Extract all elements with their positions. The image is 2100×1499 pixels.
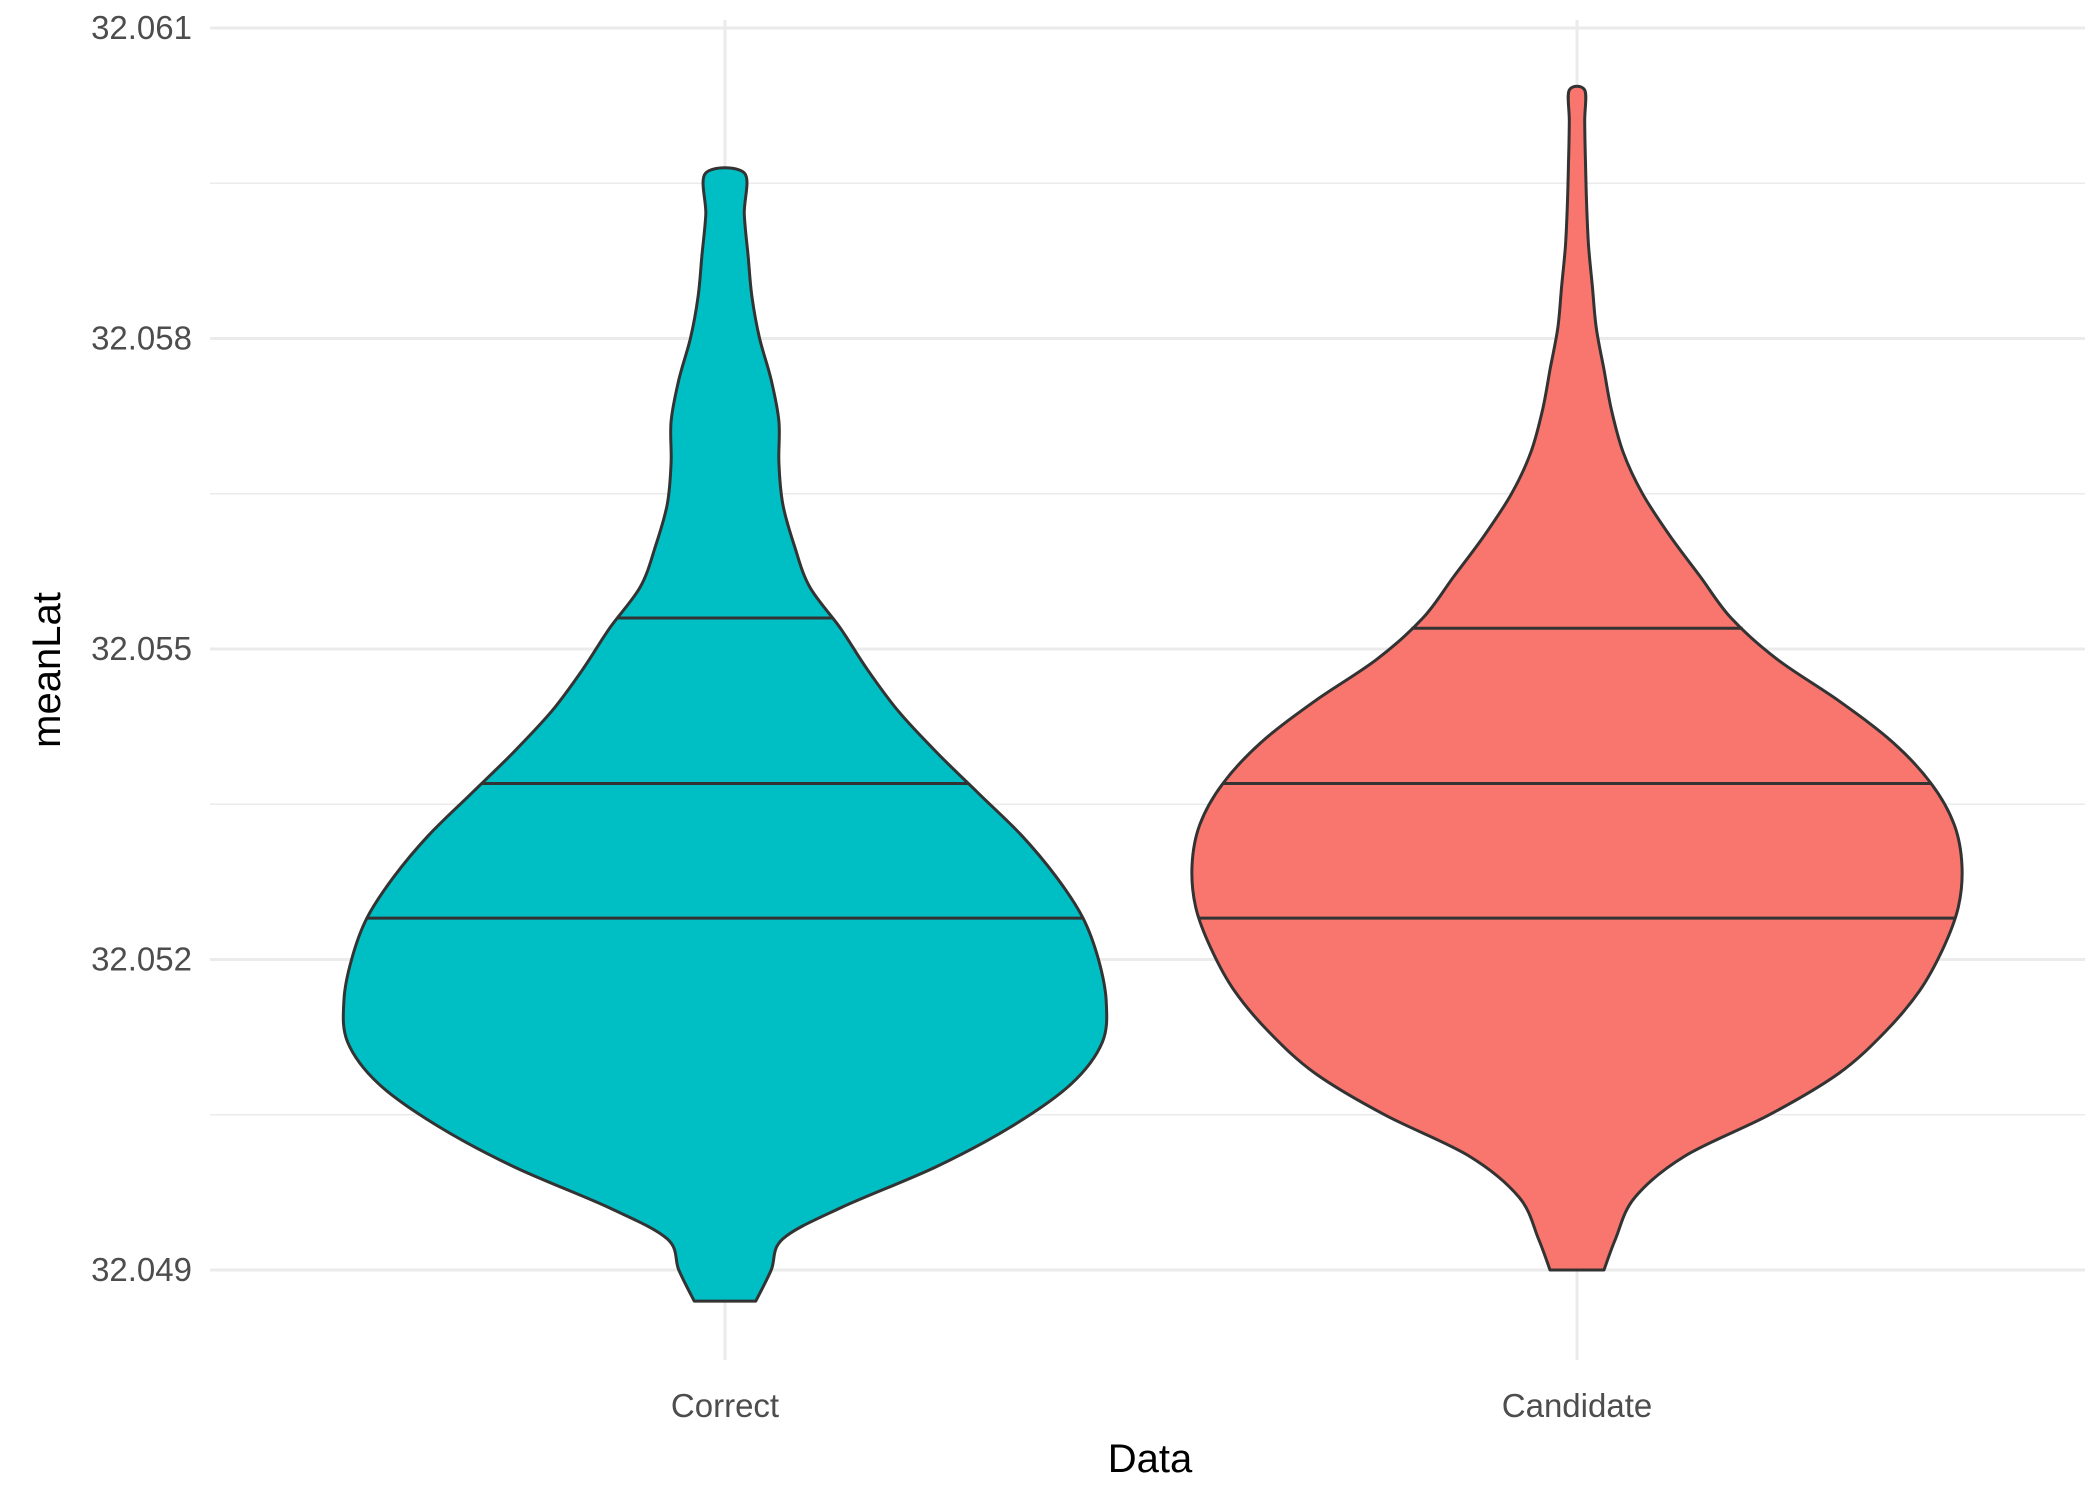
y-tick-label: 32.052 xyxy=(91,941,192,978)
y-axis-title: meanLat xyxy=(25,592,69,748)
x-axis-tick-labels: Correct Candidate xyxy=(671,1387,1652,1424)
x-axis-title: Data xyxy=(1108,1437,1193,1481)
y-axis-tick-labels: 32.049 32.052 32.055 32.058 32.061 xyxy=(91,9,192,1288)
violins xyxy=(341,84,1964,1303)
y-tick-label: 32.061 xyxy=(91,9,192,46)
x-tick-label: Correct xyxy=(671,1387,779,1424)
violin-candidate xyxy=(1190,84,1964,1272)
y-tick-label: 32.049 xyxy=(91,1251,192,1288)
x-tick-label: Candidate xyxy=(1502,1387,1652,1424)
y-tick-label: 32.055 xyxy=(91,630,192,667)
y-tick-label: 32.058 xyxy=(91,320,192,357)
violin-correct xyxy=(341,166,1109,1303)
